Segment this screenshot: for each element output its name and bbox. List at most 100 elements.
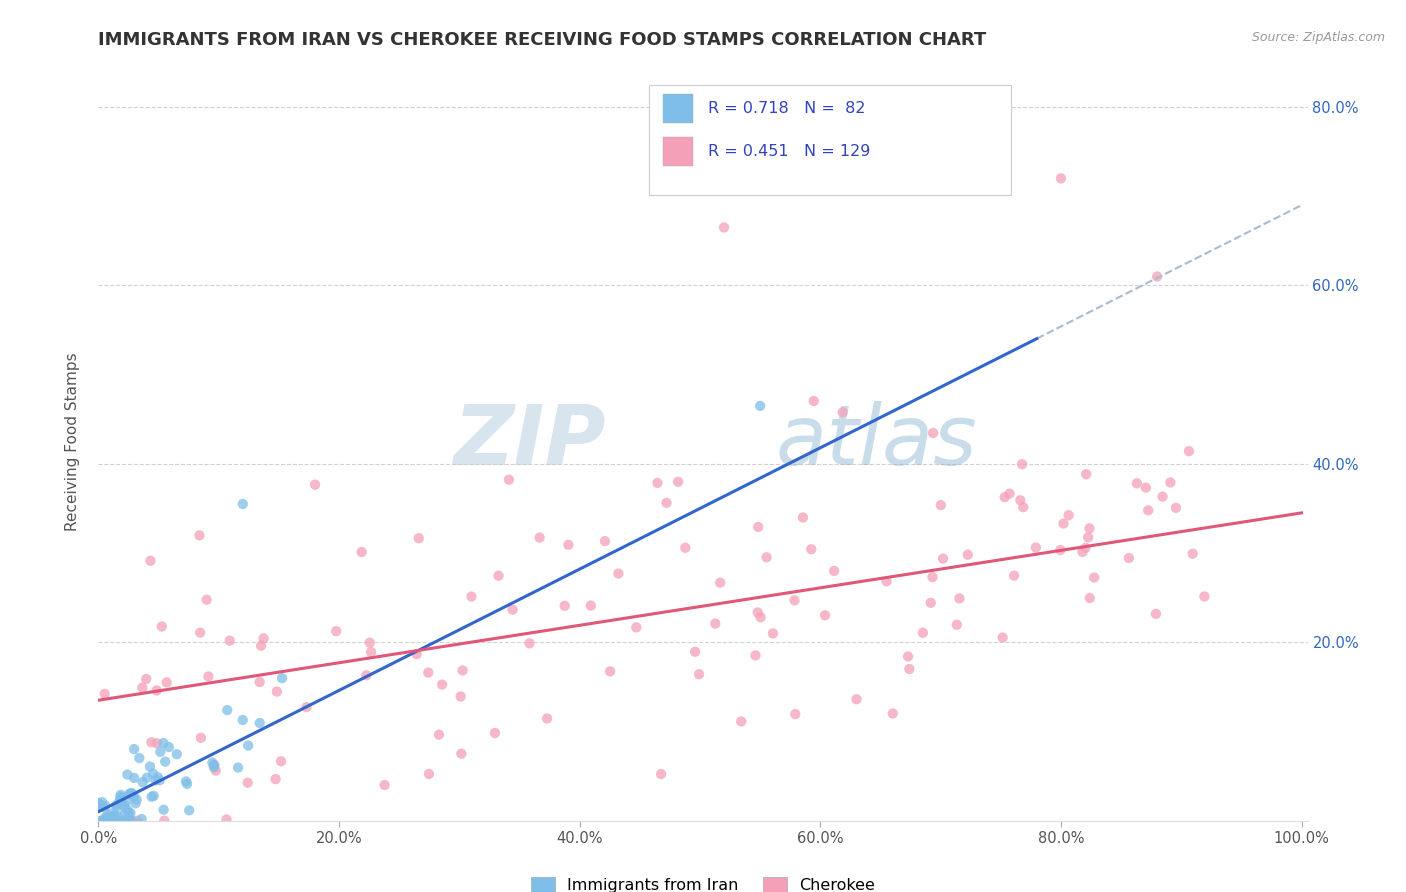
Point	[121, 786, 143, 800]
Point	[105, 798, 128, 813]
FancyBboxPatch shape	[664, 95, 693, 123]
Point	[405, 647, 427, 661]
Point	[100, 806, 122, 821]
Point	[190, 731, 212, 745]
Point	[114, 806, 136, 821]
Point	[554, 599, 576, 613]
Point	[87, 796, 110, 810]
Point	[803, 394, 825, 409]
Point	[498, 473, 520, 487]
Point	[430, 677, 453, 691]
Point	[920, 596, 942, 610]
Point	[730, 714, 752, 729]
Point	[94, 798, 117, 813]
Point	[876, 574, 898, 589]
Point	[1049, 543, 1071, 558]
Point	[238, 739, 260, 753]
Point	[755, 550, 778, 565]
Point	[90, 814, 112, 828]
Point	[814, 608, 837, 623]
Point	[131, 681, 153, 695]
Point	[121, 814, 143, 828]
Point	[749, 399, 772, 413]
Point	[295, 700, 318, 714]
Point	[994, 490, 1017, 504]
Point	[188, 625, 211, 640]
Point	[155, 755, 177, 769]
Point	[174, 774, 197, 789]
Point	[142, 789, 165, 803]
Point	[713, 220, 735, 235]
Point	[898, 662, 921, 676]
Point	[270, 754, 292, 768]
Point	[460, 590, 482, 604]
Point	[108, 795, 131, 809]
Point	[266, 684, 288, 698]
Point	[1078, 591, 1101, 605]
Point	[783, 593, 806, 607]
Point	[304, 477, 326, 491]
Point	[145, 683, 167, 698]
Point	[1052, 516, 1074, 531]
Point	[97, 814, 120, 828]
Text: R = 0.718   N =  82: R = 0.718 N = 82	[707, 101, 865, 116]
Point	[166, 747, 188, 762]
Point	[897, 649, 920, 664]
Point	[1144, 607, 1167, 621]
Text: Source: ZipAtlas.com: Source: ZipAtlas.com	[1251, 31, 1385, 45]
Point	[607, 566, 630, 581]
Legend: Immigrants from Iran, Cherokee: Immigrants from Iran, Cherokee	[524, 871, 882, 892]
Point	[1164, 500, 1187, 515]
Point	[91, 800, 114, 814]
Point	[1078, 521, 1101, 535]
Point	[120, 786, 142, 800]
Point	[762, 626, 785, 640]
FancyBboxPatch shape	[664, 136, 693, 166]
Point	[1025, 541, 1047, 555]
Point	[96, 808, 118, 822]
Point	[94, 814, 117, 828]
Point	[1126, 476, 1149, 491]
Point	[921, 570, 943, 584]
Point	[249, 716, 271, 731]
Point	[118, 806, 141, 821]
Point	[98, 814, 121, 828]
Point	[195, 592, 218, 607]
Point	[117, 767, 139, 781]
Point	[831, 405, 853, 419]
Point	[250, 639, 273, 653]
Point	[1010, 493, 1032, 508]
Point	[149, 745, 172, 759]
Point	[135, 672, 157, 686]
Point	[683, 645, 706, 659]
Point	[202, 758, 225, 772]
Point	[252, 632, 274, 646]
Point	[107, 814, 129, 828]
Point	[152, 736, 174, 750]
Point	[408, 531, 430, 545]
Point	[112, 814, 135, 828]
Point	[800, 542, 823, 557]
Point	[427, 728, 450, 742]
Point	[1137, 503, 1160, 517]
Point	[929, 498, 952, 512]
Point	[271, 671, 294, 685]
Point	[122, 789, 145, 804]
Point	[1118, 551, 1140, 566]
Point	[991, 631, 1014, 645]
Point	[709, 575, 731, 590]
Point	[179, 803, 201, 817]
Point	[188, 528, 211, 542]
Point	[131, 812, 153, 826]
Point	[215, 813, 238, 827]
Point	[1002, 568, 1025, 582]
Point	[148, 773, 170, 788]
Point	[948, 591, 970, 606]
Point	[176, 777, 198, 791]
Point	[98, 814, 121, 828]
Point	[823, 564, 845, 578]
Text: atlas: atlas	[776, 401, 977, 482]
Point	[249, 675, 271, 690]
Point	[232, 497, 254, 511]
Point	[112, 800, 135, 814]
